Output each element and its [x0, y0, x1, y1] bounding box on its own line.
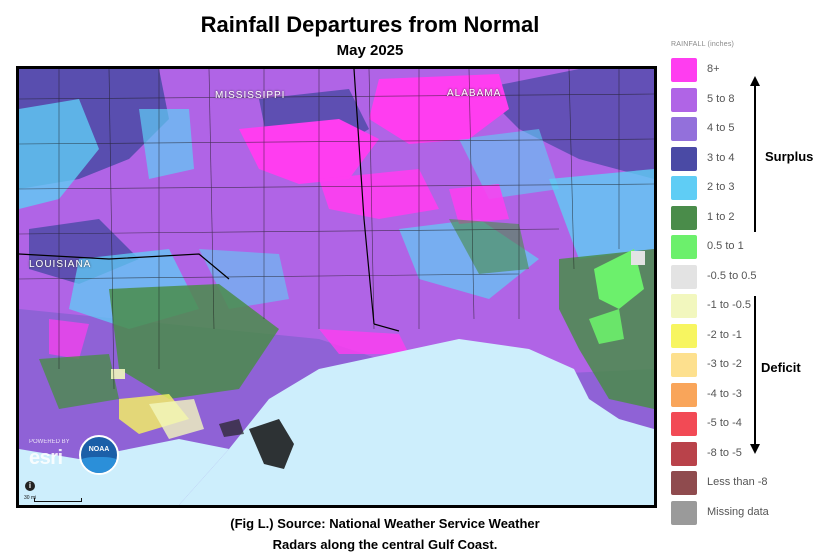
legend-label: -1 to -0.5 [707, 299, 752, 311]
legend-swatch [671, 471, 697, 495]
legend-label: 1 to 2 [707, 210, 735, 223]
surplus-arrow-head [750, 76, 760, 86]
legend-swatch [671, 382, 697, 407]
legend-swatch [671, 87, 697, 112]
state-label-alabama: ALABAMA [447, 88, 502, 99]
figure-caption: (Fig L.) Source: National Weather Servic… [150, 513, 620, 555]
legend-swatch [671, 146, 697, 171]
legend-label: Less than -8 [707, 476, 768, 488]
legend-swatch [671, 176, 697, 200]
surplus-arrow-line [754, 84, 756, 232]
map-subtitle: May 2025 [336, 42, 404, 59]
noaa-logo-text: NOAA [88, 446, 110, 453]
legend-swatch [671, 441, 697, 466]
legend-label: -3 to -2 [707, 358, 742, 370]
scale-bar-line [34, 498, 82, 502]
surplus-label: Surplus [765, 149, 814, 164]
legend-label: -4 to -3 [707, 387, 742, 400]
legend-swatch [671, 205, 697, 230]
legend-label: 5 to 8 [707, 92, 735, 105]
legend-label: -5 to -4 [707, 417, 742, 429]
legend-label: 2 to 3 [707, 181, 735, 193]
legend-swatch [671, 500, 697, 525]
deficit-arrow-line [754, 296, 756, 446]
legend-swatch [671, 58, 697, 82]
legend-swatch [671, 294, 697, 318]
caption-line-2: Radars along the central Gulf Coast. [272, 537, 498, 552]
legend-label: -8 to -5 [707, 446, 742, 459]
noaa-wave-icon [81, 457, 117, 473]
state-label-louisiana: LOUISIANA [29, 259, 92, 270]
legend-label: 3 to 4 [707, 151, 735, 164]
info-icon[interactable]: i [25, 481, 35, 491]
map-canvas [19, 69, 654, 505]
legend-swatch [671, 353, 697, 377]
scale-bar: 30 mi [24, 495, 82, 502]
legend-label: 0.5 to 1 [707, 240, 744, 252]
deficit-arrow-head [750, 444, 760, 454]
legend-label: -0.5 to 0.5 [707, 269, 757, 282]
legend-swatch [671, 117, 697, 141]
legend-swatch [671, 323, 697, 348]
legend-title: RAINFALL (inches) [671, 41, 735, 48]
map-title: Rainfall Departures from Normal [200, 12, 540, 37]
esri-powered-text: POWERED BY [29, 439, 70, 445]
legend-swatch [671, 412, 697, 436]
legend-swatch [671, 264, 697, 289]
esri-logo: esri [29, 447, 63, 469]
deficit-label: Deficit [761, 360, 801, 375]
legend-label: 8+ [707, 63, 720, 75]
state-label-mississippi: MISSISSIPPI [215, 90, 286, 101]
legend-label: -2 to -1 [707, 328, 742, 341]
noaa-logo: NOAA [79, 435, 119, 475]
scale-bar-label: 30 mi [24, 495, 37, 501]
caption-line-1: (Fig L.) Source: National Weather Servic… [230, 516, 540, 531]
legend-swatch [671, 235, 697, 259]
legend-label: 4 to 5 [707, 122, 735, 134]
rainfall-map[interactable]: MISSISSIPPI ALABAMA LOUISIANA POWERED BY… [16, 66, 657, 508]
legend-label: Missing data [707, 505, 769, 518]
